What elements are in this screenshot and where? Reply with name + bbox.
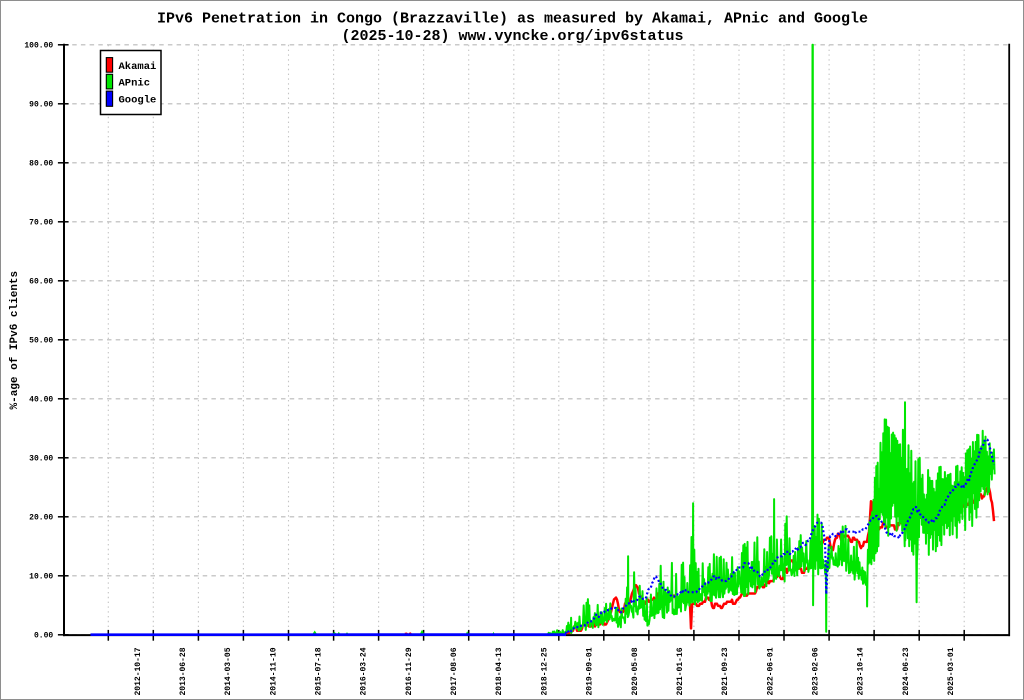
svg-text:2013-06-28: 2013-06-28 [179,647,188,695]
svg-text:2017-08-06: 2017-08-06 [450,647,459,695]
svg-text:2018-12-25: 2018-12-25 [540,647,549,695]
svg-text:2016-03-24: 2016-03-24 [360,647,369,695]
svg-text:%-age of IPv6 clients: %-age of IPv6 clients [9,271,21,410]
svg-text:2015-07-18: 2015-07-18 [315,647,324,695]
svg-text:2021-09-23: 2021-09-23 [721,647,730,695]
svg-text:2023-02-06: 2023-02-06 [812,647,821,695]
svg-text:2016-11-29: 2016-11-29 [405,647,414,695]
svg-text:2020-05-08: 2020-05-08 [631,647,640,695]
svg-text:2014-11-10: 2014-11-10 [269,647,278,695]
svg-text:30.00: 30.00 [29,455,53,464]
svg-text:100.00: 100.00 [24,42,53,51]
svg-text:APnic: APnic [119,78,151,90]
svg-text:2024-06-23: 2024-06-23 [902,647,911,695]
svg-text:60.00: 60.00 [29,278,53,287]
svg-text:20.00: 20.00 [29,514,53,523]
svg-text:0.00: 0.00 [34,632,53,641]
svg-text:2025-03-01: 2025-03-01 [947,647,956,695]
svg-text:Google: Google [119,94,157,106]
svg-text:10.00: 10.00 [29,573,53,582]
svg-text:50.00: 50.00 [29,337,53,346]
svg-text:2022-06-01: 2022-06-01 [766,647,775,695]
svg-text:2018-04-13: 2018-04-13 [495,647,504,695]
svg-text:40.00: 40.00 [29,396,53,405]
svg-text:90.00: 90.00 [29,101,53,110]
svg-text:Akamai: Akamai [119,61,157,73]
svg-text:2019-09-01: 2019-09-01 [586,647,595,695]
svg-text:70.00: 70.00 [29,219,53,228]
svg-text:IPv6 Penetration in Congo (Bra: IPv6 Penetration in Congo (Brazzaville) … [157,11,868,28]
svg-text:2021-01-16: 2021-01-16 [676,647,685,695]
svg-text:2012-10-17: 2012-10-17 [134,647,143,695]
svg-text:(2025-10-28) www.vyncke.org/ip: (2025-10-28) www.vyncke.org/ipv6status [341,28,683,45]
svg-text:2023-10-14: 2023-10-14 [857,647,866,695]
svg-text:80.00: 80.00 [29,160,53,169]
svg-text:2014-03-05: 2014-03-05 [224,647,233,695]
